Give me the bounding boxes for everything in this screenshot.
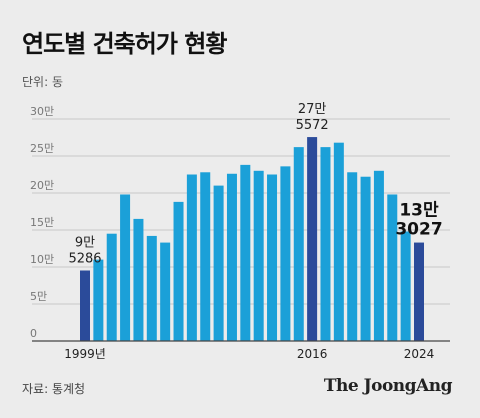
bar bbox=[307, 137, 318, 341]
data-label: 13만 bbox=[399, 201, 439, 221]
bar bbox=[400, 231, 411, 341]
data-label: 27만 bbox=[298, 102, 327, 117]
data-label: 3027 bbox=[395, 220, 442, 240]
bar bbox=[133, 218, 144, 341]
y-tick-label: 15만 bbox=[30, 216, 54, 229]
bar bbox=[240, 164, 251, 341]
bar bbox=[360, 176, 371, 341]
bar bbox=[213, 185, 224, 341]
bar bbox=[146, 235, 157, 341]
y-tick-label: 30만 bbox=[30, 105, 54, 118]
bar bbox=[200, 172, 211, 341]
bar bbox=[347, 172, 358, 341]
bar bbox=[226, 173, 237, 341]
bar bbox=[414, 242, 424, 341]
bar bbox=[320, 147, 331, 341]
data-label: 9만 bbox=[75, 235, 95, 250]
x-tick-label: 1999년 bbox=[64, 347, 106, 361]
y-tick-label: 25만 bbox=[30, 142, 54, 155]
bar bbox=[80, 270, 90, 341]
y-tick-label: 0 bbox=[30, 327, 37, 340]
bar bbox=[160, 242, 171, 341]
brand-logo: The JoongAng bbox=[323, 376, 453, 396]
unit-label: 단위: 동 bbox=[22, 75, 63, 89]
bar bbox=[106, 233, 117, 341]
y-tick-label: 10만 bbox=[30, 253, 54, 266]
y-tick-label: 20만 bbox=[30, 179, 54, 192]
x-tick-label: 2016 bbox=[297, 347, 328, 361]
bar bbox=[173, 201, 184, 341]
bar bbox=[293, 147, 304, 341]
data-label: 5572 bbox=[296, 118, 329, 133]
bar bbox=[93, 259, 104, 341]
bar bbox=[267, 174, 278, 341]
chart-title: 연도별 건축허가 현황 bbox=[22, 30, 227, 58]
bar bbox=[186, 174, 197, 341]
y-tick-label: 5만 bbox=[30, 290, 47, 303]
bar bbox=[387, 194, 398, 341]
bar bbox=[333, 142, 344, 341]
bar bbox=[280, 166, 291, 341]
bar bbox=[373, 170, 384, 341]
data-label: 5286 bbox=[68, 251, 101, 266]
x-tick-label: 2024 bbox=[404, 347, 435, 361]
bar bbox=[253, 170, 264, 341]
bar bbox=[120, 194, 131, 341]
source-label: 자료: 통계청 bbox=[22, 382, 86, 396]
